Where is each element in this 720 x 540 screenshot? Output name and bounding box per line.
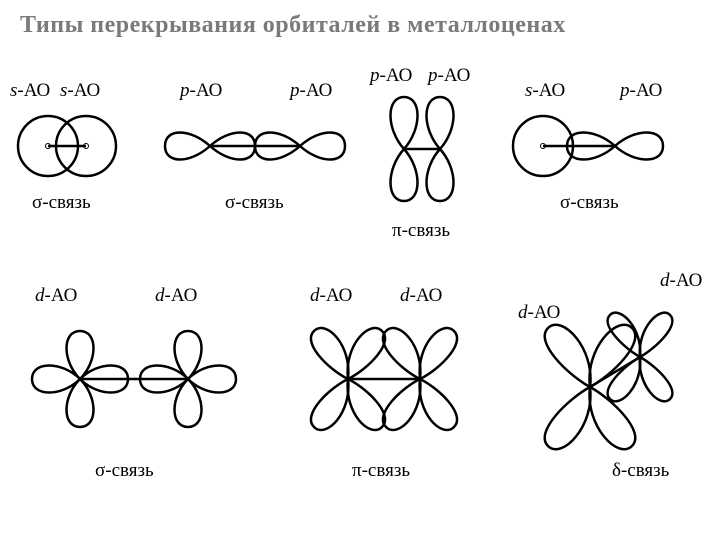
label-p-ao-4: p-АО <box>428 65 470 87</box>
label-d-ao-3: d-АО <box>310 285 352 307</box>
orbital-dd-sigma <box>20 307 260 457</box>
orbital-sp-sigma <box>505 108 705 188</box>
orbital-dd-delta <box>510 292 720 462</box>
diagram-area: s-АО s-АО σ-связь p-АО p-АО σ-связь p-АО… <box>0 60 720 540</box>
orbital-pp-sigma <box>160 108 360 188</box>
bond-sigma-3: σ-связь <box>560 192 619 214</box>
label-d-ao-2: d-АО <box>155 285 197 307</box>
label-d-ao-1: d-АО <box>35 285 77 307</box>
orbital-ss-sigma <box>10 108 130 188</box>
label-s-ao-3: s-АО <box>525 80 565 102</box>
bond-sigma-2: σ-связь <box>225 192 284 214</box>
label-p-ao-5: p-АО <box>620 80 662 102</box>
orbital-pp-pi <box>370 87 480 217</box>
bond-sigma-4: σ-связь <box>95 460 154 482</box>
label-p-ao-2: p-АО <box>290 80 332 102</box>
bond-delta: δ-связь <box>612 460 669 482</box>
label-p-ao-1: p-АО <box>180 80 222 102</box>
bond-pi-1: π-связь <box>392 220 450 242</box>
label-s-ao-2: s-АО <box>60 80 100 102</box>
bond-sigma-1: σ-связь <box>32 192 91 214</box>
label-d-ao-4: d-АО <box>400 285 442 307</box>
label-p-ao-3: p-АО <box>370 65 412 87</box>
bond-pi-2: π-связь <box>352 460 410 482</box>
label-s-ao-1: s-АО <box>10 80 50 102</box>
page-title: Типы перекрывания орбиталей в металлоцен… <box>20 12 566 39</box>
orbital-dd-pi <box>280 307 500 457</box>
label-d-ao-6: d-АО <box>660 270 702 292</box>
